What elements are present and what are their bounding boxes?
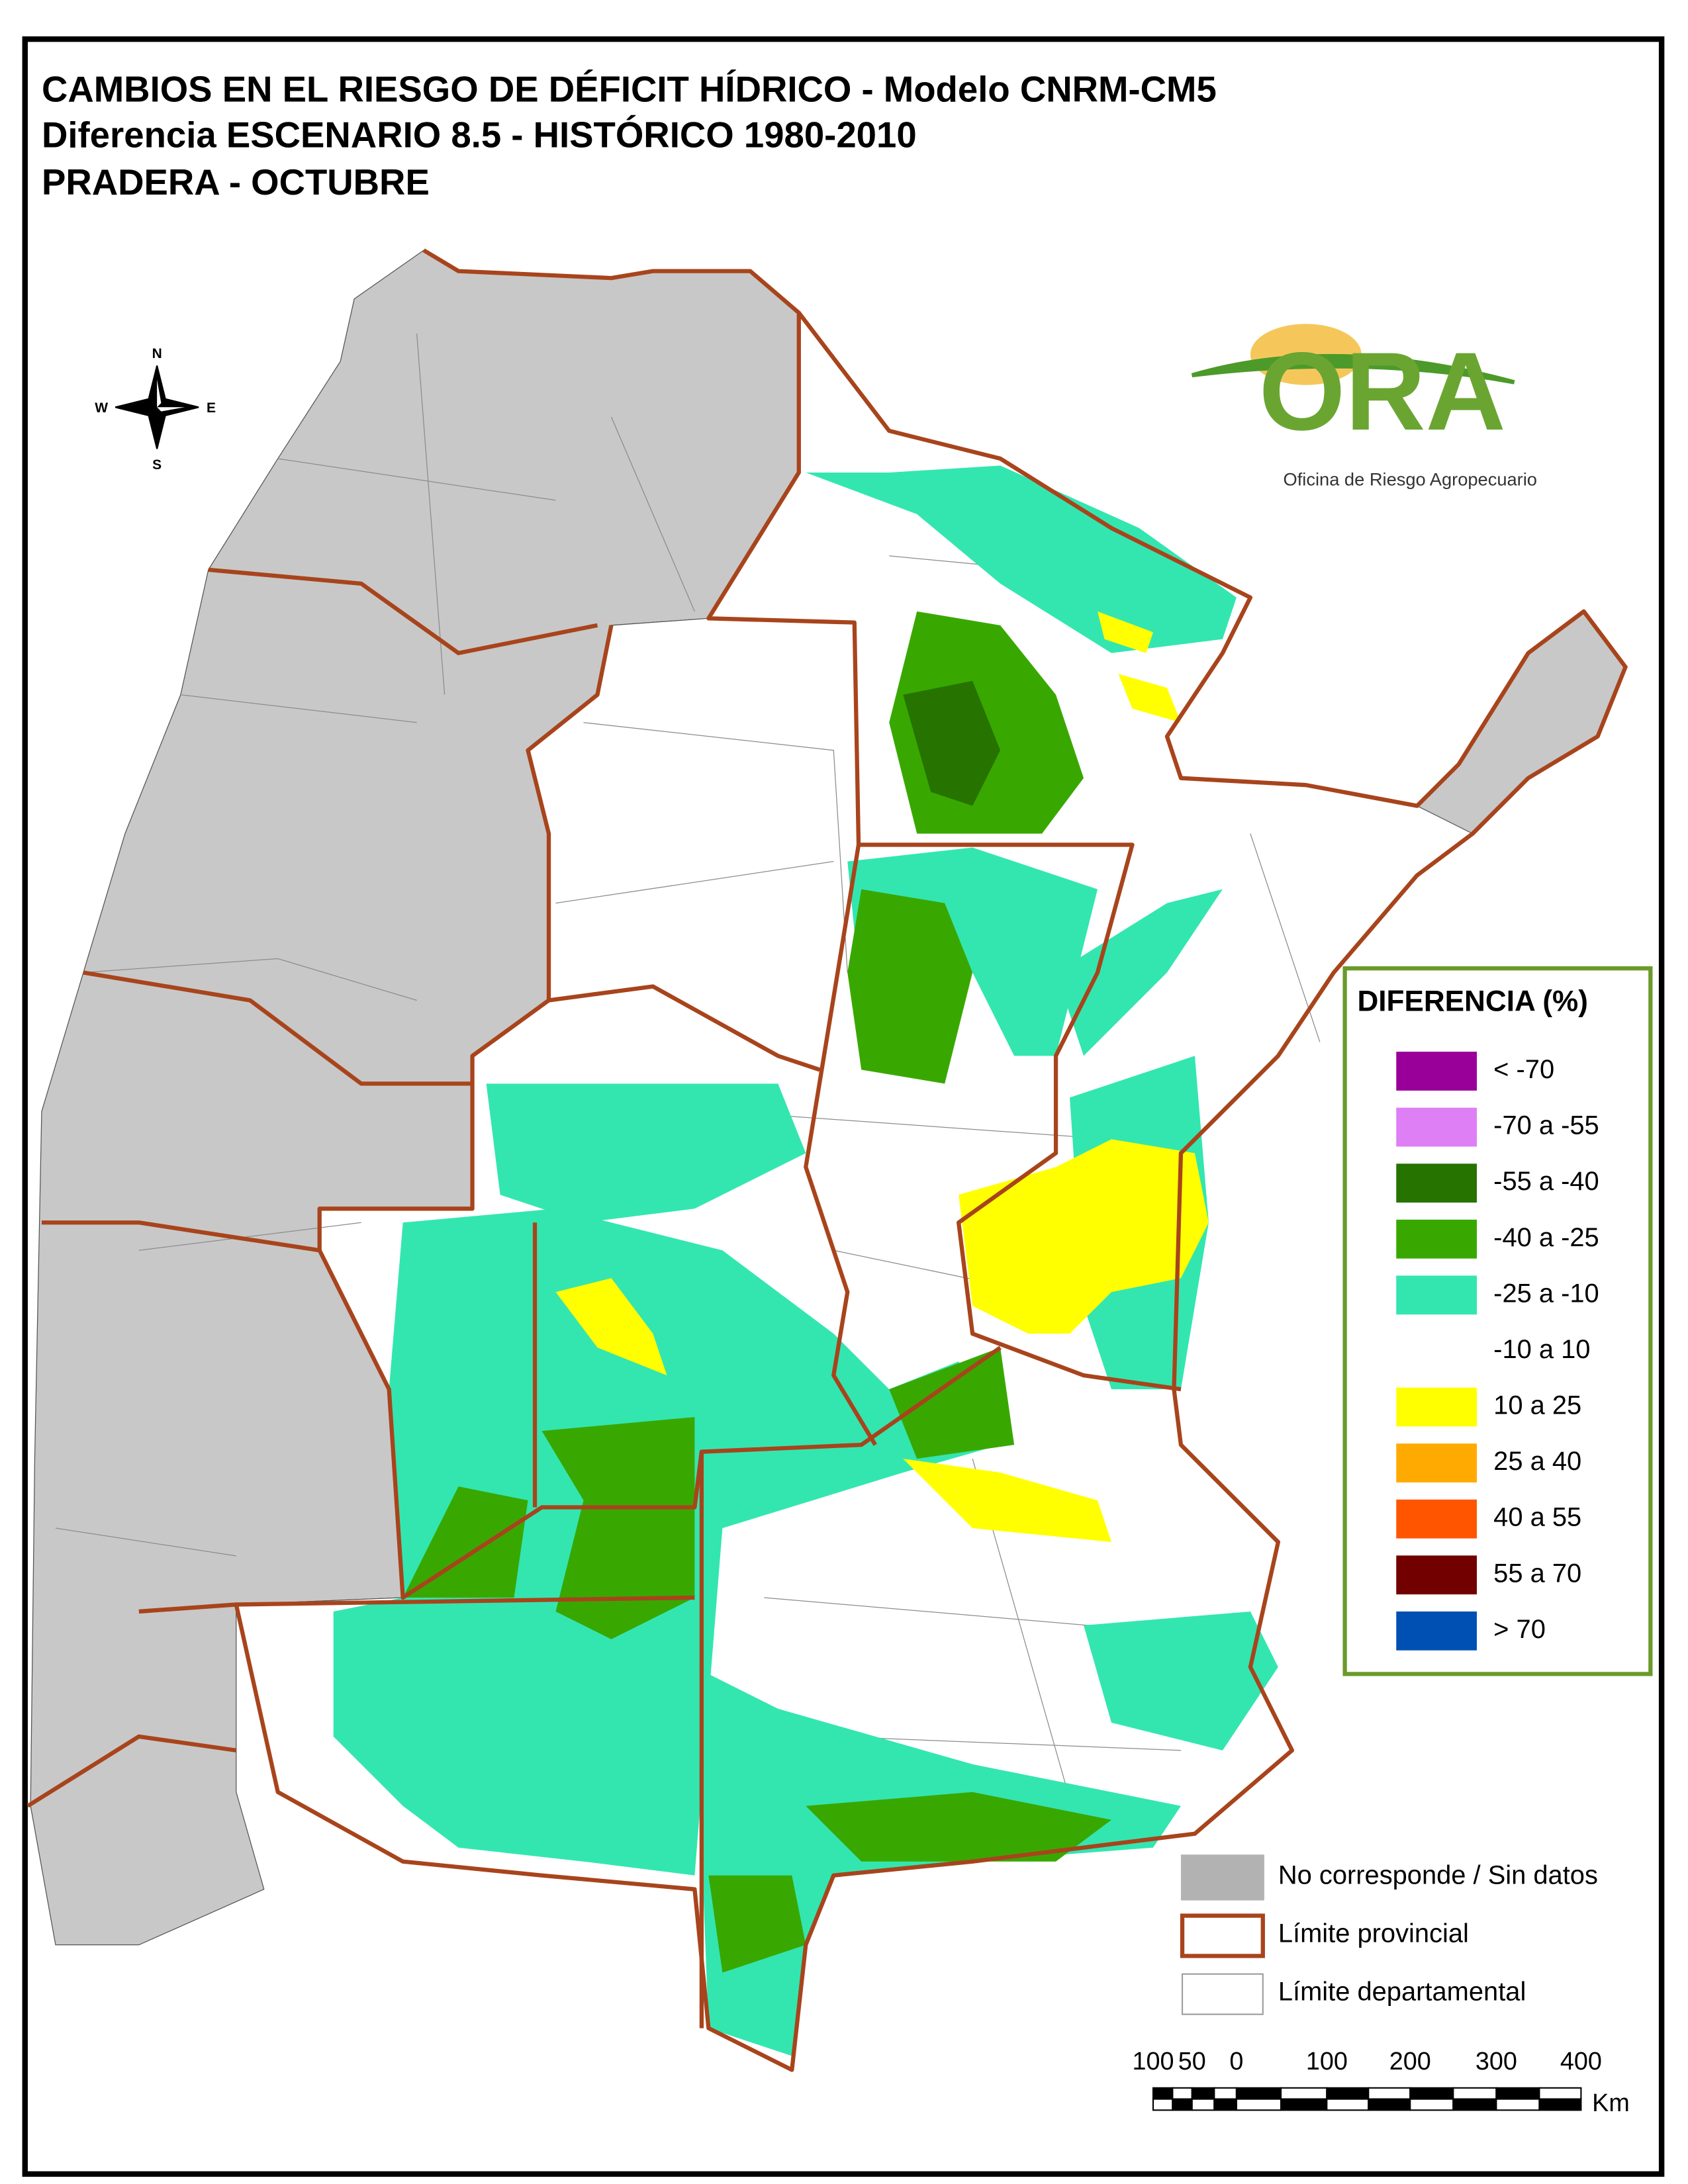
title-line: PRADERA - OCTUBRE bbox=[42, 162, 430, 203]
logo-text: ORA bbox=[1259, 329, 1506, 453]
scale-segment bbox=[1409, 2087, 1454, 2100]
logo-swoosh bbox=[1191, 353, 1515, 385]
legend-swatch bbox=[1396, 1499, 1477, 1539]
scale-label: 50 bbox=[1178, 2048, 1206, 2075]
legend-label: > 70 bbox=[1493, 1615, 1546, 1644]
scale-segment bbox=[1495, 2098, 1540, 2111]
scale-label: 0 bbox=[1229, 2048, 1243, 2075]
reference-swatch bbox=[1182, 1973, 1264, 2015]
compass-label: N bbox=[152, 346, 162, 361]
legend-swatch bbox=[1396, 1107, 1477, 1147]
dark-green-area bbox=[903, 680, 1001, 806]
legend-label: 55 a 70 bbox=[1493, 1559, 1581, 1588]
compass-label: S bbox=[152, 457, 162, 473]
scale-segment bbox=[1495, 2087, 1540, 2100]
reference-swatch bbox=[1180, 1913, 1265, 1958]
legend-label: 10 a 25 bbox=[1493, 1391, 1581, 1420]
reference-label: No corresponde / Sin datos bbox=[1278, 1860, 1598, 1889]
scale-segment bbox=[1235, 2098, 1282, 2111]
scale-segment bbox=[1368, 2087, 1411, 2100]
legend-swatch bbox=[1396, 1443, 1477, 1482]
map bbox=[26, 248, 1628, 2072]
legend-label: -70 a -55 bbox=[1493, 1111, 1599, 1140]
scale-unit: Km bbox=[1592, 2089, 1630, 2117]
legend-swatch bbox=[1396, 1275, 1477, 1315]
scale-segment bbox=[1191, 2098, 1215, 2111]
legend-swatch bbox=[1396, 1611, 1477, 1651]
scale-segment bbox=[1326, 2098, 1370, 2111]
legend-swatch bbox=[1396, 1219, 1477, 1259]
scale-label: 100 bbox=[1132, 2048, 1174, 2075]
scale-segment bbox=[1280, 2087, 1328, 2100]
scale-label: 400 bbox=[1560, 2048, 1602, 2075]
scale-label: 100 bbox=[1306, 2048, 1348, 2075]
reference-legend: No corresponde / Sin datos Límite provinc… bbox=[1180, 1854, 1598, 2015]
legend: DIFERENCIA (%) < -70 -70 a -55 -55 a -40 -4… bbox=[1342, 966, 1653, 1676]
legend-label: -40 a -25 bbox=[1493, 1223, 1599, 1252]
reference-swatch bbox=[1180, 1854, 1264, 1901]
yellow-areas bbox=[555, 611, 1209, 1542]
scale-segment bbox=[1213, 2087, 1237, 2100]
scale-segment bbox=[1409, 2098, 1454, 2111]
scale-segment bbox=[1326, 2087, 1370, 2100]
scale-segment bbox=[1280, 2098, 1328, 2111]
compass-label: W bbox=[95, 400, 108, 416]
scale-segment bbox=[1452, 2098, 1497, 2111]
frame bbox=[22, 36, 1665, 2177]
legend-label: 25 a 40 bbox=[1493, 1447, 1581, 1476]
scale-segment bbox=[1213, 2098, 1237, 2111]
scale-label: 300 bbox=[1476, 2048, 1517, 2075]
province-boundaries bbox=[26, 248, 1628, 2072]
legend-title: DIFERENCIA (%) bbox=[1357, 985, 1587, 1017]
legend-label: -55 a -40 bbox=[1493, 1167, 1599, 1196]
scale-segment bbox=[1235, 2087, 1282, 2100]
legend-label: 40 a 55 bbox=[1493, 1503, 1581, 1532]
logo: ORA Oficina de Riesgo Agropecuario bbox=[1191, 324, 1537, 490]
teal-areas bbox=[333, 465, 1278, 2056]
compass: N S E W bbox=[95, 346, 216, 473]
legend-swatch bbox=[1396, 1387, 1477, 1427]
title-line: CAMBIOS EN EL RIESGO DE DÉFICIT HÍDRICO … bbox=[42, 69, 1217, 109]
legend-swatch bbox=[1396, 1555, 1477, 1595]
reference-label: Límite provincial bbox=[1278, 1919, 1469, 1948]
legend-swatch bbox=[1396, 1332, 1477, 1371]
legend-box bbox=[1342, 966, 1653, 1676]
legend-label: -25 a -10 bbox=[1493, 1279, 1599, 1308]
scale-segment bbox=[1538, 2087, 1582, 2100]
compass-star bbox=[157, 379, 162, 408]
legend-label: -10 a 10 bbox=[1493, 1335, 1590, 1364]
compass-star bbox=[157, 407, 185, 412]
scale-segment bbox=[1538, 2098, 1582, 2111]
scale-segment bbox=[1191, 2087, 1215, 2100]
logo-subtitle: Oficina de Riesgo Agropecuario bbox=[1284, 469, 1537, 490]
legend-label: < -70 bbox=[1493, 1055, 1554, 1084]
legend-swatch bbox=[1396, 1163, 1477, 1203]
compass-label: E bbox=[207, 400, 216, 416]
scale-segment bbox=[1452, 2087, 1497, 2100]
reference-label: Límite departamental bbox=[1278, 1978, 1526, 2007]
scale-label: 200 bbox=[1389, 2048, 1431, 2075]
scale-segment bbox=[1152, 2098, 1174, 2111]
scale-segment bbox=[1172, 2098, 1193, 2111]
scale-segment bbox=[1368, 2098, 1411, 2111]
scale-segment bbox=[1172, 2087, 1193, 2100]
scale-segment bbox=[1152, 2087, 1174, 2100]
title-line: Diferencia ESCENARIO 8.5 - HISTÓRICO 198… bbox=[42, 115, 917, 156]
legend-swatch bbox=[1396, 1052, 1477, 1091]
